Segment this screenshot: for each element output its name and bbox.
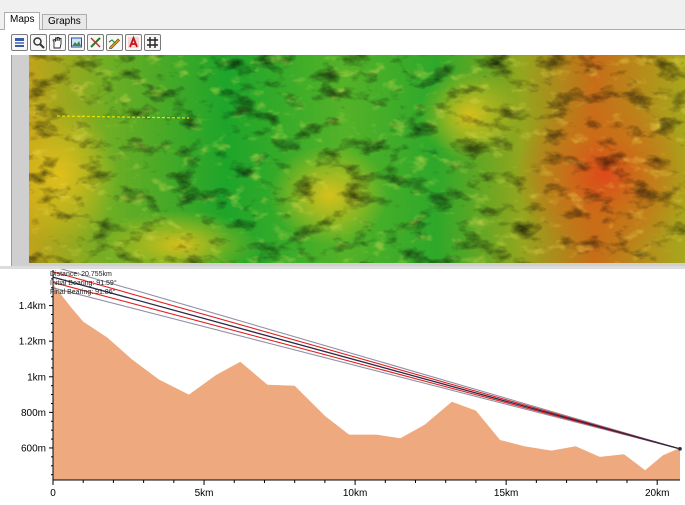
fresnel-outer-lower [52,287,681,450]
y-tick-label: 1.2km [19,337,46,348]
y-tick-label: 600m [21,443,46,454]
window-top-strip [0,0,685,12]
tab-graphs[interactable]: Graphs [42,14,87,29]
y-tick-label: 800m [21,408,46,419]
zoom-button[interactable] [30,34,47,51]
tab-bar: Maps Graphs [0,12,685,30]
fresnel-inner-upper [52,271,681,450]
profile-endpoint-marker [678,447,682,451]
terrain-profile-area [53,284,680,480]
grid-icon [147,37,158,48]
x-tick-label: 15km [494,488,518,499]
initial-bearing-readout: Initial Bearing: 91.59° [50,280,117,287]
layers-icon [15,38,24,47]
full-extent-button[interactable] [68,34,85,51]
elevation-profile-svg: 600m 800m 1km 1.2km 1.4km 0 5km 10km 15km 20km [19,265,682,499]
pan-hand-icon [52,37,62,49]
terrain-hillshade-texture [29,55,685,263]
line-of-sight [52,276,681,450]
tab-maps[interactable]: Maps [4,12,41,30]
map-frame [11,55,685,267]
fresnel-inner-lower [52,281,681,450]
profile-transect-line[interactable] [56,115,190,119]
y-tick-label: 1km [27,372,46,383]
label-button[interactable] [125,34,142,51]
grid-button[interactable] [144,34,161,51]
profile-info: Distance: 20.755km Initial Bearing: 91.5… [50,270,117,297]
profile-tool-button[interactable] [106,34,123,51]
x-tick-label: 5km [195,488,214,499]
x-tick-label: 0 [50,488,56,499]
measure-button[interactable] [87,34,104,51]
measure-icon [90,37,101,48]
zoom-icon [33,37,45,49]
label-icon [128,35,139,48]
pane-splitter[interactable] [0,266,685,269]
terrain-map[interactable] [29,55,685,263]
x-tick-label: 10km [343,488,367,499]
distance-readout: Distance: 20.755km [50,271,112,278]
final-bearing-readout: Final Bearing: 91.86° [50,289,116,296]
terrain-map-canvas[interactable] [29,55,685,263]
x-tick-label: 20km [645,488,669,499]
elevation-profile-chart: 600m 800m 1km 1.2km 1.4km 0 5km 10km 15km 20km [0,265,685,502]
layers-button[interactable] [11,34,28,51]
profile-pen-icon [108,38,120,49]
full-extent-icon [71,37,82,48]
fresnel-outer-upper [52,265,681,450]
y-tick-label: 1.4km [19,301,46,312]
pan-button[interactable] [49,34,66,51]
